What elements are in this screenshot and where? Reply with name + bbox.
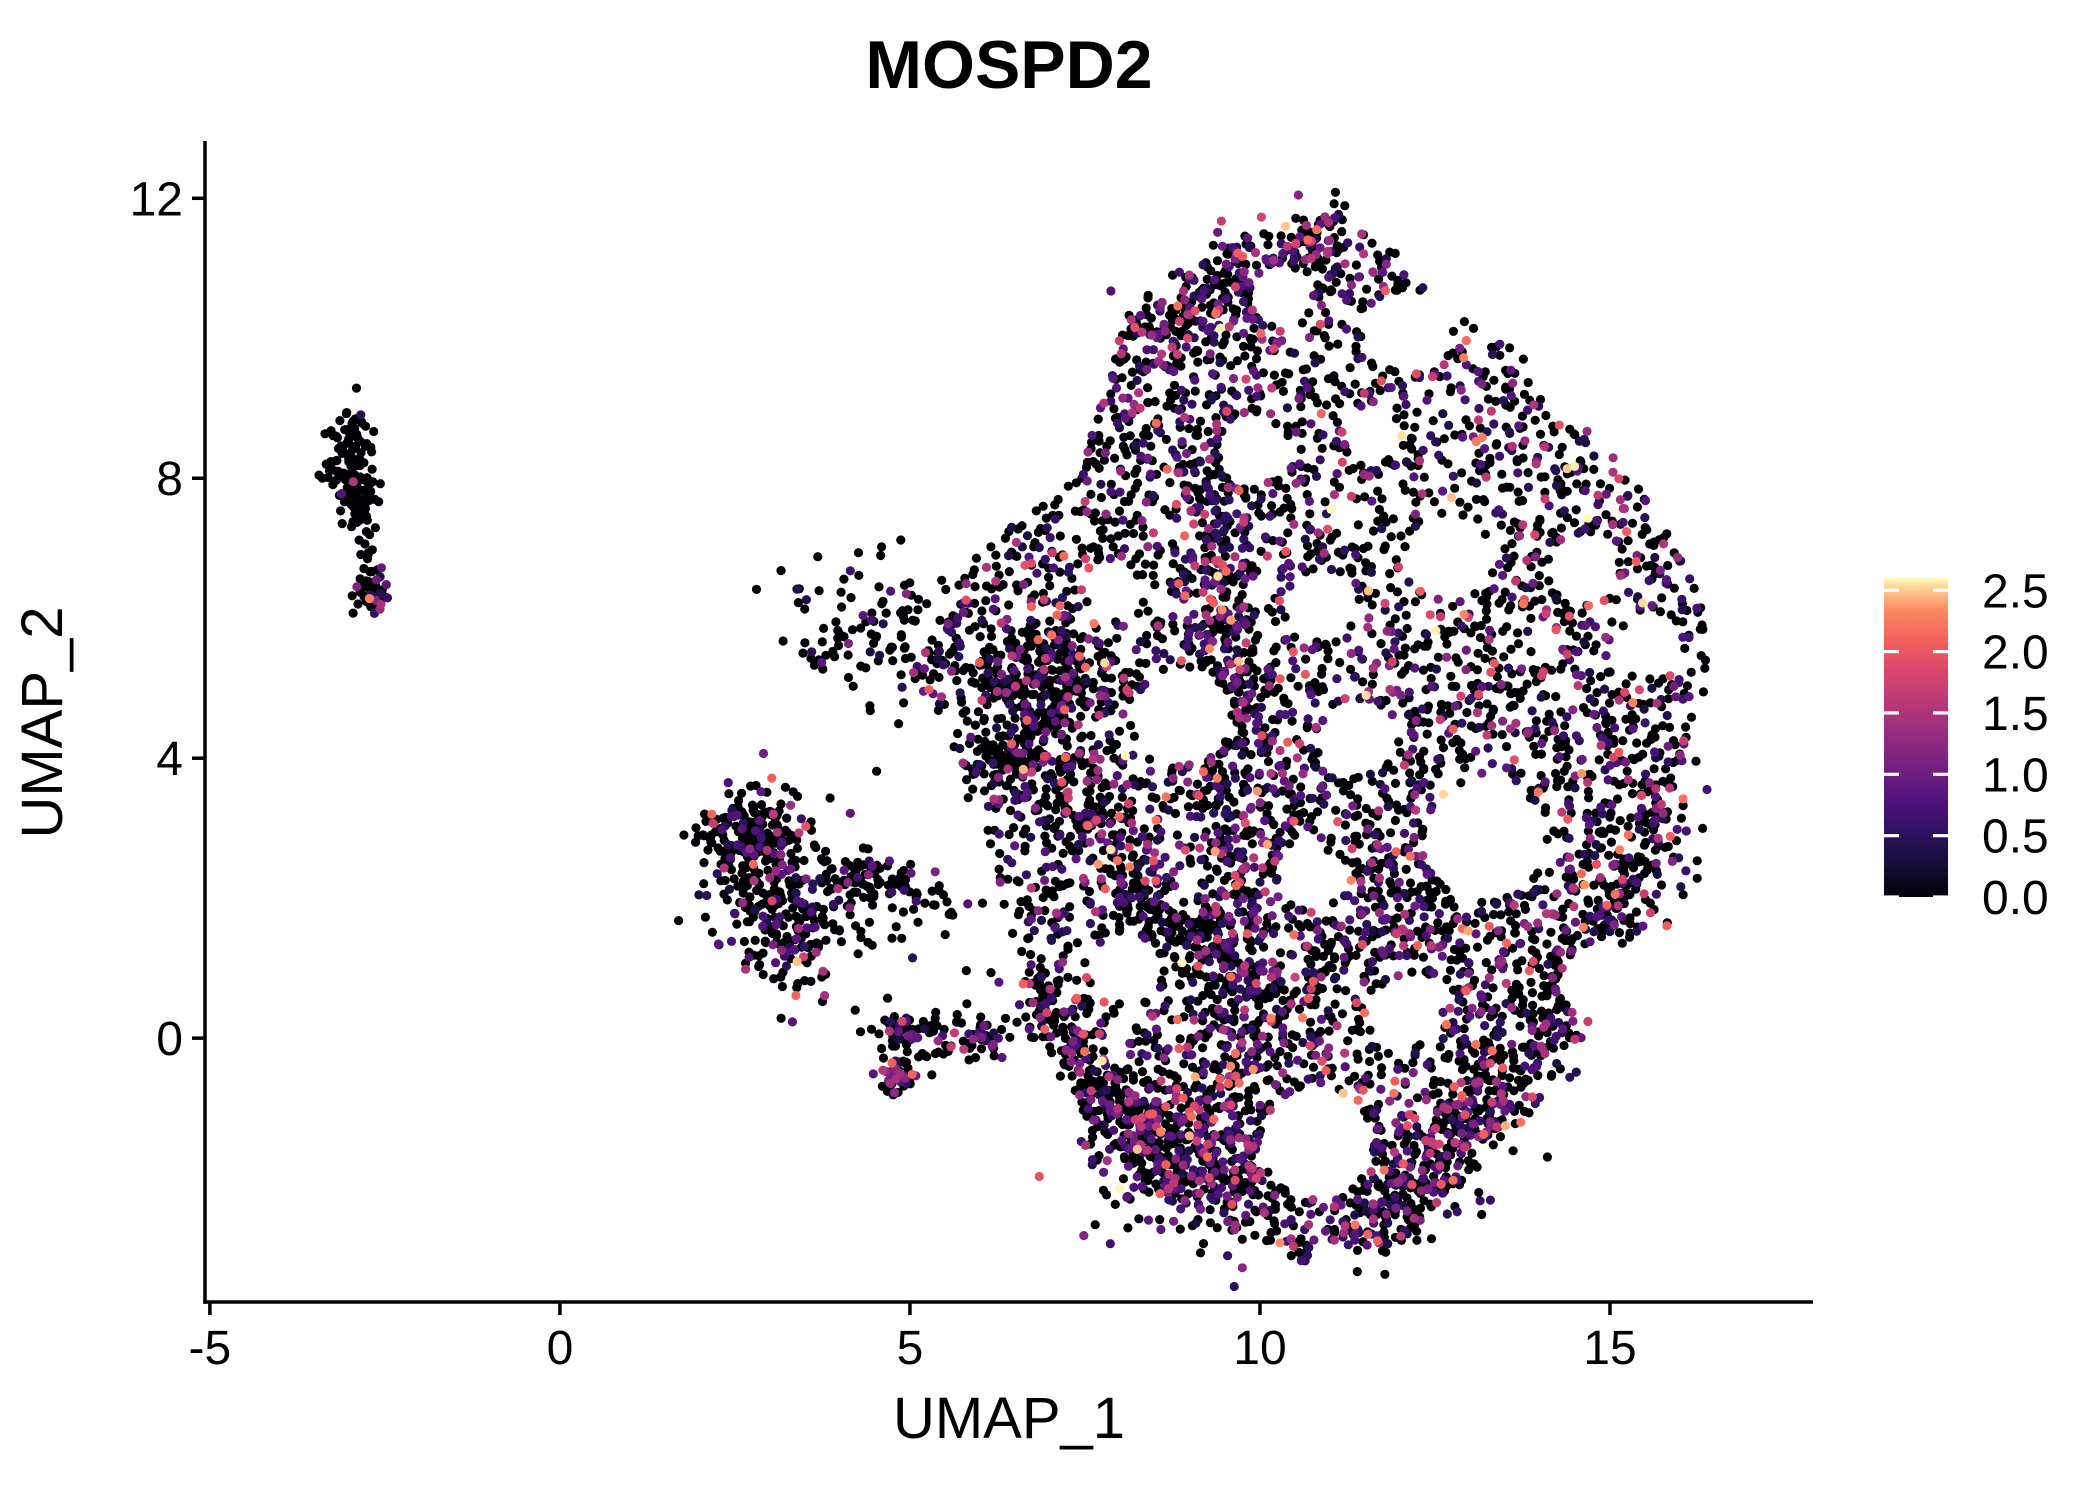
axes: -5 0 5 10 15 0 4 8 12 <box>130 141 1813 1375</box>
plot-title: MOSPD2 <box>865 27 1152 103</box>
colorbar-gradient <box>1884 578 1948 897</box>
x-tick-label: -5 <box>189 1322 232 1375</box>
expression-colorbar: 0.0 0.5 1.0 1.5 2.0 2.5 <box>1884 565 2049 925</box>
colorbar-tick-label: 0.5 <box>1982 811 2049 864</box>
x-tick-label: 0 <box>547 1322 574 1375</box>
y-tick-label: 12 <box>130 173 183 226</box>
colorbar-tick-label: 2.5 <box>1982 565 2049 618</box>
y-tick-label: 8 <box>156 453 183 506</box>
y-tick-label: 4 <box>156 733 183 786</box>
colorbar-tick-label: 2.0 <box>1982 627 2049 680</box>
colorbar-tick-label: 1.5 <box>1982 688 2049 741</box>
x-axis-title: UMAP_1 <box>893 1386 1125 1451</box>
y-axis-title: UMAP_2 <box>10 606 75 838</box>
x-tick-label: 5 <box>897 1322 924 1375</box>
colorbar-tick-label: 0.0 <box>1982 872 2049 925</box>
x-tick-label: 10 <box>1233 1322 1286 1375</box>
colorbar-tick-label: 1.0 <box>1982 749 2049 802</box>
scatter-points <box>314 187 1712 1292</box>
x-tick-label: 15 <box>1583 1322 1636 1375</box>
y-tick-label: 0 <box>156 1013 183 1066</box>
